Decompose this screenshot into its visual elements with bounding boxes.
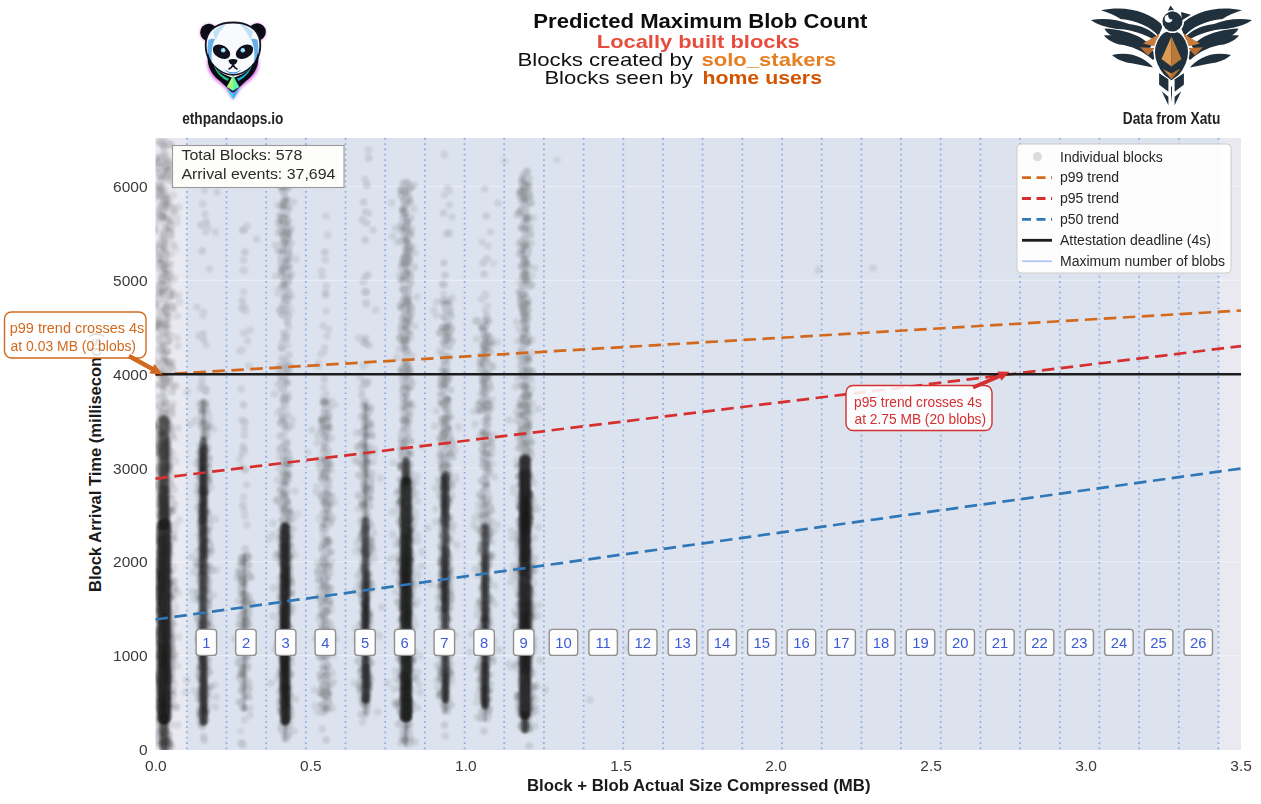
- svg-text:3.0: 3.0: [1075, 757, 1097, 774]
- svg-text:12: 12: [635, 635, 651, 651]
- svg-text:10: 10: [555, 635, 571, 651]
- svg-text:25: 25: [1150, 635, 1166, 651]
- svg-text:Total Blocks: 578: Total Blocks: 578: [181, 147, 302, 163]
- svg-text:5000: 5000: [113, 272, 148, 289]
- svg-text:5: 5: [361, 635, 369, 651]
- svg-text:13: 13: [674, 635, 690, 651]
- svg-text:Block + Blob Actual Size Compr: Block + Blob Actual Size Compressed (MB): [527, 776, 871, 795]
- svg-text:6000: 6000: [113, 178, 148, 195]
- svg-text:2: 2: [242, 635, 250, 651]
- svg-text:Attestation deadline (4s): Attestation deadline (4s): [1060, 232, 1211, 248]
- svg-text:15: 15: [754, 635, 770, 651]
- svg-text:21: 21: [992, 635, 1008, 651]
- svg-text:at 0.03 MB (0 blobs): at 0.03 MB (0 blobs): [11, 337, 136, 354]
- svg-text:3.5: 3.5: [1230, 757, 1252, 774]
- svg-text:19: 19: [912, 635, 928, 651]
- svg-text:1000: 1000: [113, 647, 148, 664]
- svg-text:3000: 3000: [113, 460, 148, 477]
- svg-text:7: 7: [440, 635, 448, 651]
- svg-text:2000: 2000: [113, 553, 148, 570]
- svg-text:2.5: 2.5: [920, 757, 942, 774]
- svg-text:1.0: 1.0: [455, 757, 477, 774]
- svg-text:home users: home users: [702, 67, 822, 88]
- svg-text:Predicted Maximum Blob Count: Predicted Maximum Blob Count: [533, 9, 867, 32]
- svg-text:1.5: 1.5: [610, 757, 632, 774]
- svg-text:4: 4: [321, 635, 329, 651]
- svg-text:8: 8: [480, 635, 488, 651]
- svg-text:0.0: 0.0: [145, 757, 167, 774]
- svg-text:26: 26: [1190, 635, 1206, 651]
- svg-text:3: 3: [282, 635, 290, 651]
- svg-text:22: 22: [1031, 635, 1047, 651]
- svg-text:Individual blocks: Individual blocks: [1060, 149, 1163, 165]
- svg-text:24: 24: [1111, 635, 1127, 651]
- svg-text:p95 trend crosses 4s: p95 trend crosses 4s: [854, 393, 982, 410]
- svg-text:p95 trend: p95 trend: [1060, 190, 1119, 206]
- svg-text:0: 0: [139, 741, 148, 758]
- svg-text:17: 17: [833, 635, 849, 651]
- svg-text:Block Arrival Time (millisecon: Block Arrival Time (milliseconds): [86, 332, 104, 592]
- svg-text:16: 16: [793, 635, 809, 651]
- svg-text:Data from Xatu: Data from Xatu: [1123, 110, 1221, 127]
- svg-text:23: 23: [1071, 635, 1087, 651]
- svg-text:9: 9: [520, 635, 528, 651]
- svg-text:2.0: 2.0: [765, 757, 787, 774]
- svg-text:6: 6: [401, 635, 409, 651]
- svg-text:p50 trend: p50 trend: [1060, 211, 1119, 227]
- svg-text:Blocks seen by: Blocks seen by: [544, 67, 693, 88]
- svg-text:1: 1: [202, 635, 210, 651]
- svg-text:20: 20: [952, 635, 968, 651]
- svg-text:18: 18: [873, 635, 889, 651]
- svg-text:Maximum number of blobs: Maximum number of blobs: [1060, 253, 1225, 269]
- svg-text:Arrival events: 37,694: Arrival events: 37,694: [181, 166, 335, 182]
- svg-text:p99 trend: p99 trend: [1060, 169, 1119, 185]
- svg-text:p99 trend crosses 4s: p99 trend crosses 4s: [10, 319, 145, 336]
- svg-text:4000: 4000: [113, 366, 148, 383]
- svg-text:0.5: 0.5: [300, 757, 322, 774]
- svg-text:ethpandaops.io: ethpandaops.io: [182, 109, 283, 127]
- svg-text:11: 11: [595, 635, 610, 651]
- svg-text:14: 14: [714, 635, 730, 651]
- svg-text:at 2.75 MB (20 blobs): at 2.75 MB (20 blobs): [855, 410, 986, 427]
